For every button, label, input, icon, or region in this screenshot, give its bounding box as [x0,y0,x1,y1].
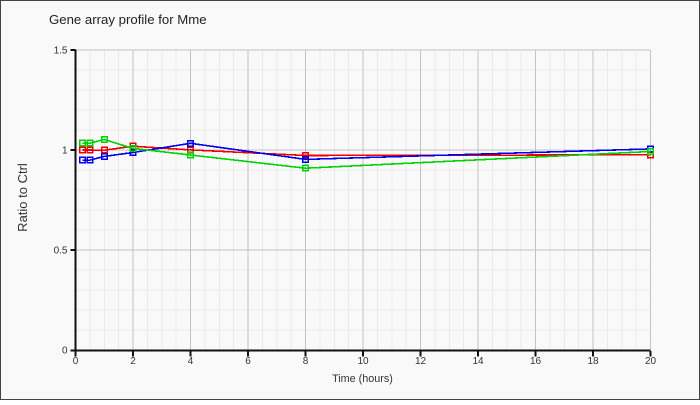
svg-text:20: 20 [645,356,657,367]
svg-text:8: 8 [303,356,309,367]
svg-text:0: 0 [62,346,68,357]
svg-text:Ratio to Ctrl: Ratio to Ctrl [15,163,30,232]
svg-text:2: 2 [130,356,136,367]
svg-text:Gene array profile for Mme: Gene array profile for Mme [49,12,207,27]
svg-text:0.5: 0.5 [54,246,68,257]
svg-text:6: 6 [245,356,251,367]
svg-text:10: 10 [357,356,369,367]
svg-text:18: 18 [587,356,599,367]
svg-text:Time (hours): Time (hours) [332,373,393,385]
svg-text:1.5: 1.5 [54,46,68,57]
svg-text:12: 12 [415,356,427,367]
svg-text:0: 0 [73,356,79,367]
svg-text:16: 16 [530,356,542,367]
svg-text:1: 1 [62,146,68,157]
svg-text:14: 14 [472,356,484,367]
svg-text:4: 4 [188,356,194,367]
